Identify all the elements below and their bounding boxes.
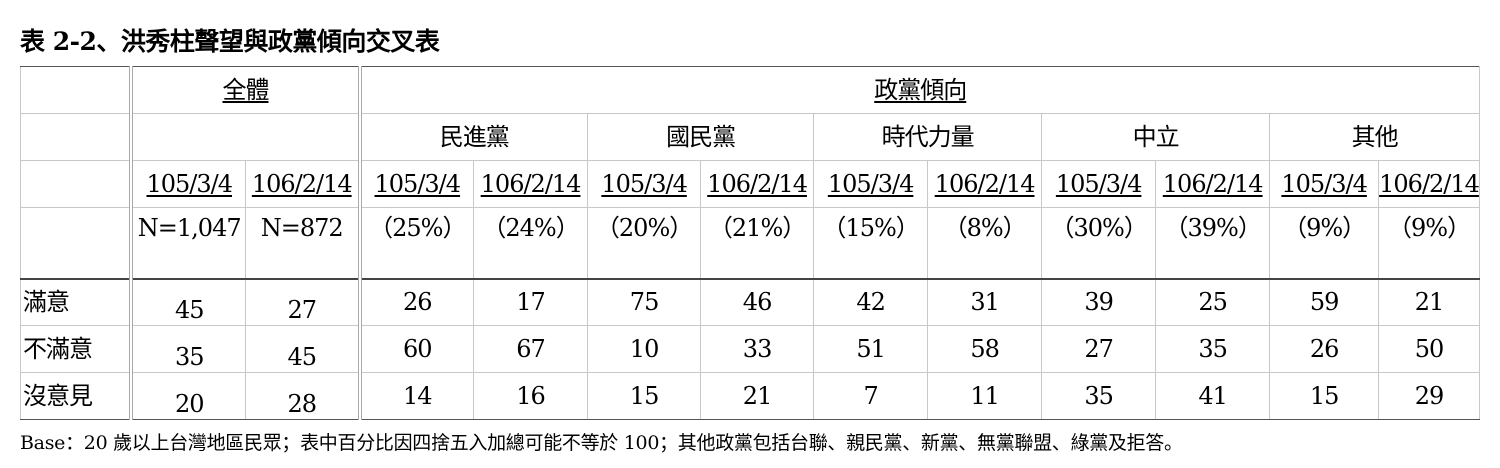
date-cell: 105/3/4 <box>359 160 475 208</box>
party-npp: 時代力量 <box>813 113 1043 161</box>
base-cell: N=1,047 <box>130 207 246 280</box>
value-cell: 39 <box>1041 278 1157 326</box>
value-cell: 51 <box>813 325 929 373</box>
party-kmt: 國民黨 <box>587 113 815 161</box>
table-title: 表 2-2、洪秀柱聲望與政黨傾向交叉表 <box>20 27 440 56</box>
value-cell: 17 <box>473 278 589 326</box>
row-label-satisfied: 滿意 <box>20 278 134 326</box>
value-cell: 20 <box>130 372 246 420</box>
date-cell: 106/2/14 <box>244 160 362 208</box>
date-cell: 105/3/4 <box>813 160 929 208</box>
value-cell: 60 <box>359 325 475 373</box>
base-cell: （15%） <box>813 207 929 280</box>
base-cell: （39%） <box>1155 207 1271 280</box>
value-cell: 35 <box>1155 325 1271 373</box>
value-cell: 31 <box>927 278 1043 326</box>
party-other: 其他 <box>1269 113 1480 161</box>
value-cell: 50 <box>1378 325 1480 373</box>
base-cell: N=872 <box>244 207 362 280</box>
value-cell: 35 <box>130 325 246 373</box>
date-cell: 106/2/14 <box>1155 160 1271 208</box>
header-row-groups: 全體 政黨傾向 <box>20 66 1480 114</box>
value-cell: 33 <box>700 325 815 373</box>
value-cell: 67 <box>473 325 589 373</box>
value-cell: 25 <box>1155 278 1271 326</box>
date-cell: 106/2/14 <box>1378 160 1480 208</box>
date-cell: 106/2/14 <box>700 160 815 208</box>
header-row-dates: 105/3/4 106/2/14 105/3/4 106/2/14 105/3/… <box>20 160 1480 208</box>
date-cell: 105/3/4 <box>130 160 246 208</box>
date-cell: 105/3/4 <box>1269 160 1380 208</box>
value-cell: 42 <box>813 278 929 326</box>
footnote: Base：20 歲以上台灣地區民眾；表中百分比因四捨五入加總可能不等於 100；… <box>20 432 1183 454</box>
value-cell: 46 <box>700 278 815 326</box>
value-cell: 59 <box>1269 278 1380 326</box>
overall-header: 全體 <box>130 66 362 114</box>
value-cell: 45 <box>130 278 246 326</box>
value-cell: 21 <box>700 372 815 420</box>
value-cell: 26 <box>1269 325 1380 373</box>
base-cell: （30%） <box>1041 207 1157 280</box>
value-cell: 58 <box>927 325 1043 373</box>
value-cell: 27 <box>244 278 362 326</box>
party-header: 政黨傾向 <box>359 66 1480 114</box>
value-cell: 41 <box>1155 372 1271 420</box>
base-cell: （9%） <box>1269 207 1380 280</box>
party-neutral: 中立 <box>1041 113 1271 161</box>
value-cell: 14 <box>359 372 475 420</box>
value-cell: 35 <box>1041 372 1157 420</box>
base-cell: （24%） <box>473 207 589 280</box>
value-cell: 28 <box>244 372 362 420</box>
value-cell: 45 <box>244 325 362 373</box>
party-dpp: 民進黨 <box>359 113 589 161</box>
crosstab-table: 全體 政黨傾向 民進黨 國民黨 時代力量 中立 其他 105/3/4 106/2… <box>20 66 1480 420</box>
corner-cell <box>20 66 134 114</box>
table-row: 沒意見 20 28 14 16 15 21 7 11 35 41 15 29 <box>20 372 1480 420</box>
value-cell: 10 <box>587 325 702 373</box>
value-cell: 21 <box>1378 278 1480 326</box>
table-row: 不滿意 35 45 60 67 10 33 51 58 27 35 26 50 <box>20 325 1480 373</box>
date-cell: 106/2/14 <box>927 160 1043 208</box>
header-row-parties: 民進黨 國民黨 時代力量 中立 其他 <box>20 113 1480 161</box>
base-cell: （21%） <box>700 207 815 280</box>
value-cell: 29 <box>1378 372 1480 420</box>
base-cell: （25%） <box>359 207 475 280</box>
value-cell: 15 <box>587 372 702 420</box>
date-cell: 105/3/4 <box>1041 160 1157 208</box>
value-cell: 7 <box>813 372 929 420</box>
row-label-dissatisfied: 不滿意 <box>20 325 134 373</box>
value-cell: 16 <box>473 372 589 420</box>
value-cell: 15 <box>1269 372 1380 420</box>
date-cell: 105/3/4 <box>587 160 702 208</box>
value-cell: 27 <box>1041 325 1157 373</box>
base-cell: （8%） <box>927 207 1043 280</box>
header-row-bases: N=1,047 N=872 （25%） （24%） （20%） （21%） （1… <box>20 207 1480 280</box>
date-cell: 106/2/14 <box>473 160 589 208</box>
base-cell: （20%） <box>587 207 702 280</box>
table-row: 滿意 45 27 26 17 75 46 42 31 39 25 59 21 <box>20 278 1480 326</box>
row-label-no-opinion: 沒意見 <box>20 372 134 420</box>
base-cell: （9%） <box>1378 207 1480 280</box>
value-cell: 26 <box>359 278 475 326</box>
value-cell: 11 <box>927 372 1043 420</box>
value-cell: 75 <box>587 278 702 326</box>
